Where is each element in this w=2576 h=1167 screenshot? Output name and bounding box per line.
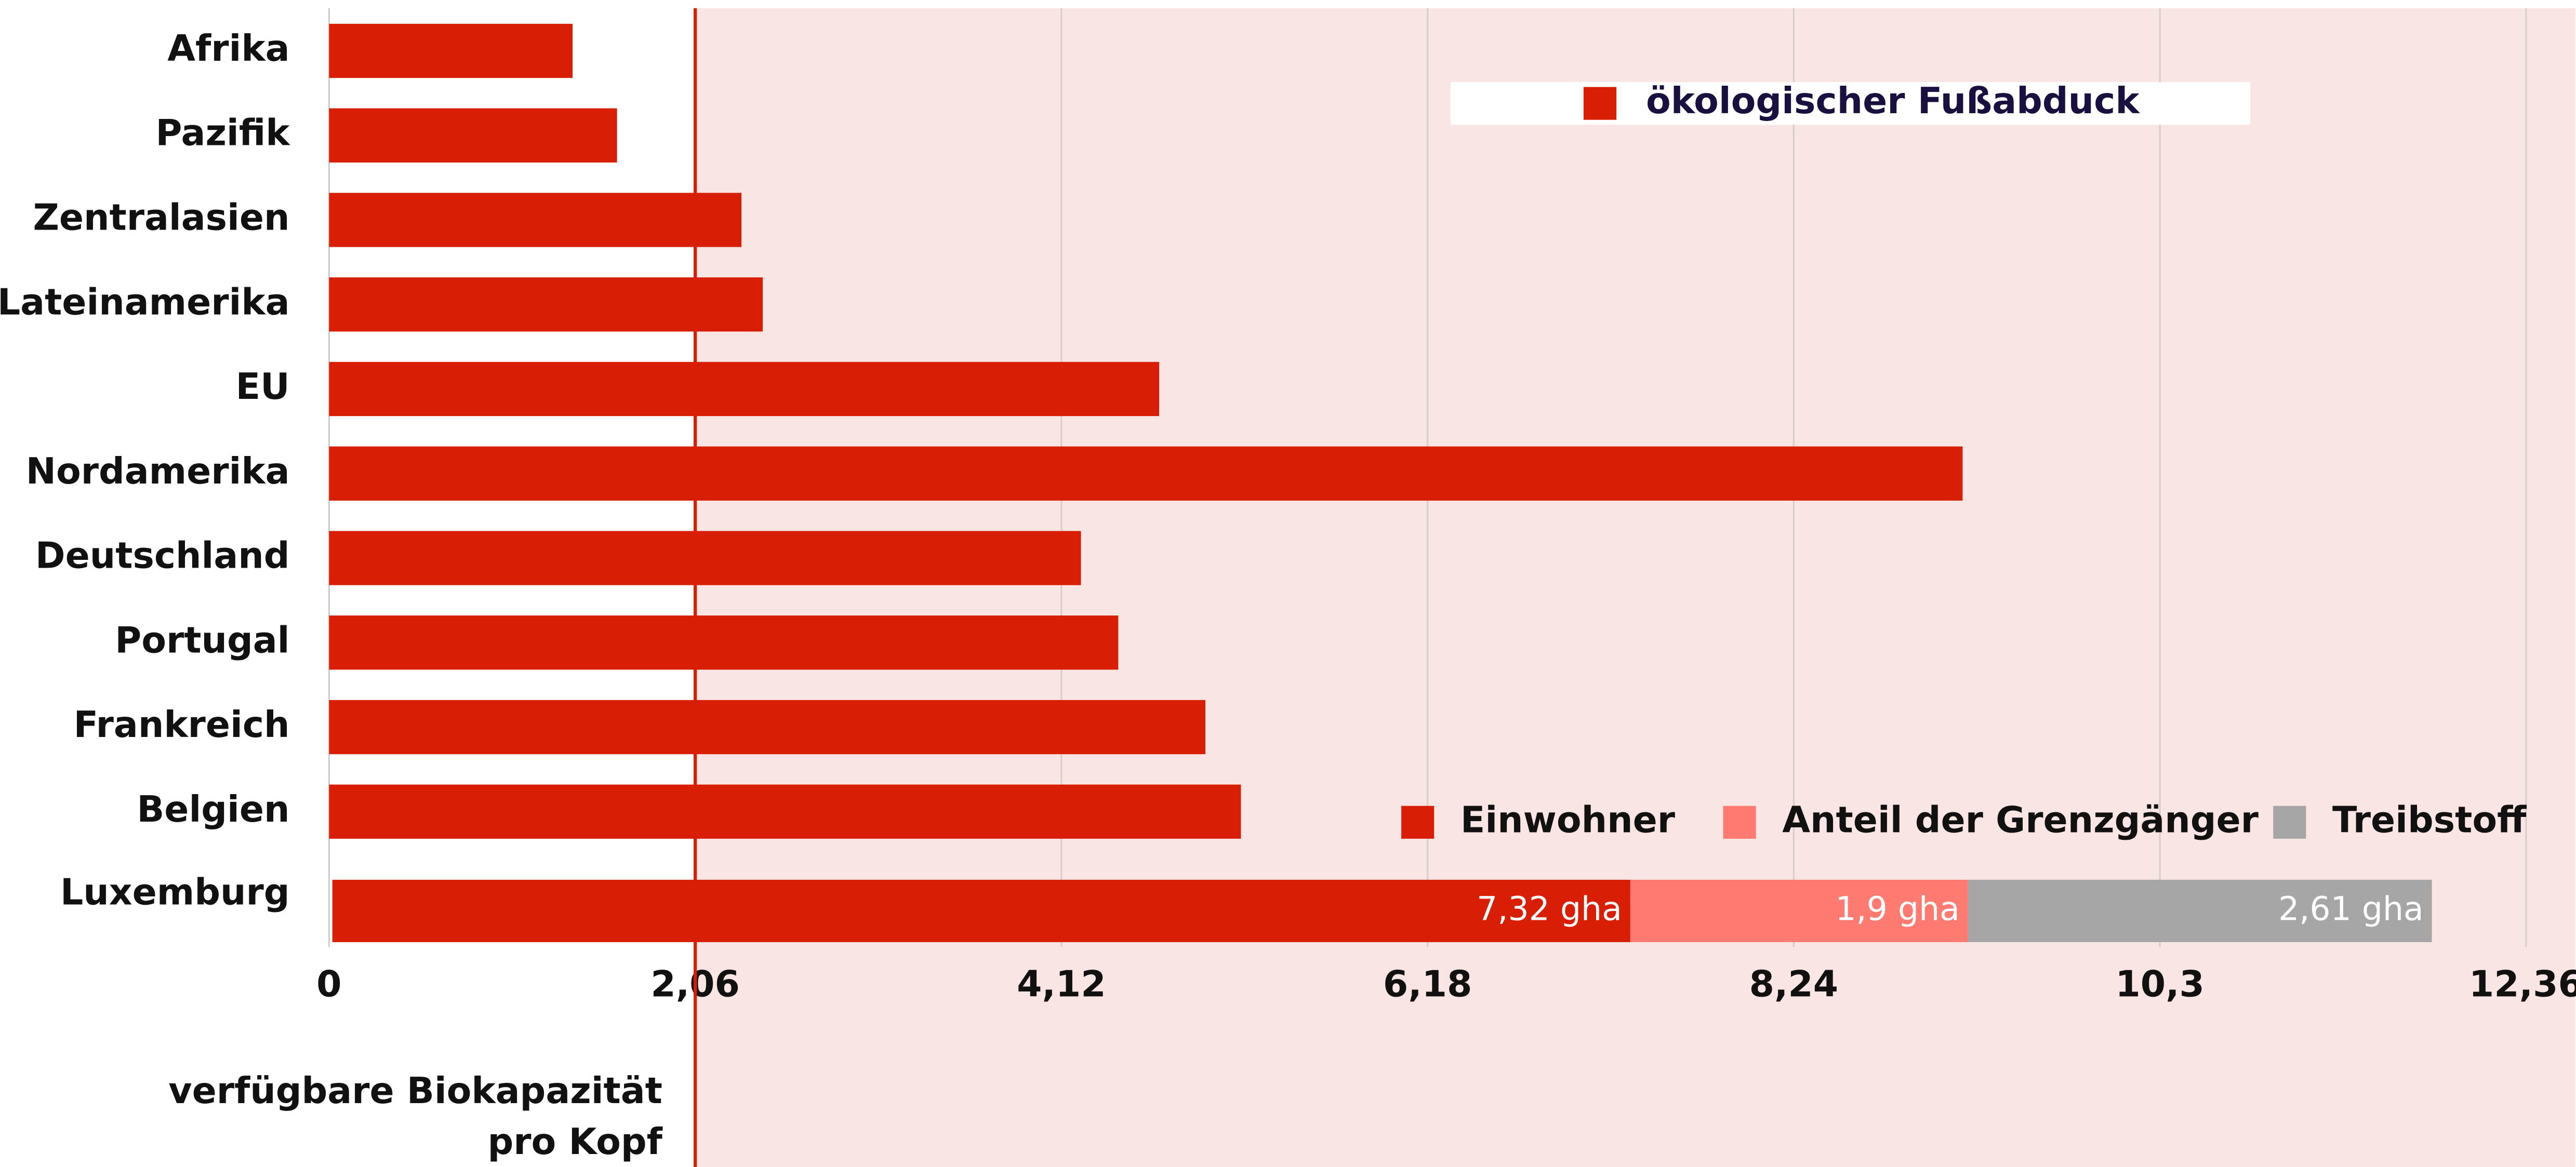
value-label: 1,9 gha [1835,890,1959,928]
legend-swatch [1583,87,1617,120]
y-tick-label: Portugal [115,619,289,661]
value-label: 2,61 gha [2278,890,2424,928]
legend-swatch [1401,806,1435,839]
legend-swatch [2273,806,2306,839]
annotation: verfügbare Biokapazität [168,1070,662,1112]
legend-label: Einwohner [1460,799,1676,841]
bar [1968,879,2432,943]
y-tick-label: EU [236,366,290,408]
y-tick-label: Lateinamerika [0,281,290,323]
y-tick-label: Frankreich [74,704,290,746]
x-tick-label: 4,12 [1017,963,1106,1005]
y-tick-label: Pazifik [155,112,290,154]
annotation: pro Kopf [487,1121,662,1163]
legend-label: ökologischer Fußabduck [1646,80,2140,122]
bar [329,446,1963,501]
legend-label: Treibstoff [2332,799,2527,841]
y-tick-label: Luxemburg [60,871,290,913]
x-tick-label: 10,3 [2115,963,2205,1005]
y-tick-label: Afrika [167,28,289,70]
bar [1630,879,1968,943]
bar [329,700,1205,755]
y-tick-label: Belgien [137,788,289,830]
bar [329,23,573,78]
y-tick-label: Nordamerika [26,450,290,492]
background-region [695,8,2575,1167]
bar [329,784,1241,839]
bar [329,193,742,247]
bar [329,277,763,332]
y-tick-label: Deutschland [35,535,290,577]
x-tick-label: 8,24 [1749,963,1839,1005]
value-label: 7,32 gha [1477,890,1622,928]
bar [329,361,1160,417]
x-tick-label: 12,36 [2469,963,2576,1005]
bar [329,615,1119,670]
legend-swatch [1723,806,1756,839]
x-tick-label: 6,18 [1383,963,1472,1005]
bar [329,531,1081,585]
y-tick-label: Zentralasien [33,197,289,239]
bar [329,108,617,163]
legend-label: Anteil der Grenzgänger [1782,799,2259,841]
bar [332,879,1634,943]
x-tick-label: 0 [316,963,341,1005]
